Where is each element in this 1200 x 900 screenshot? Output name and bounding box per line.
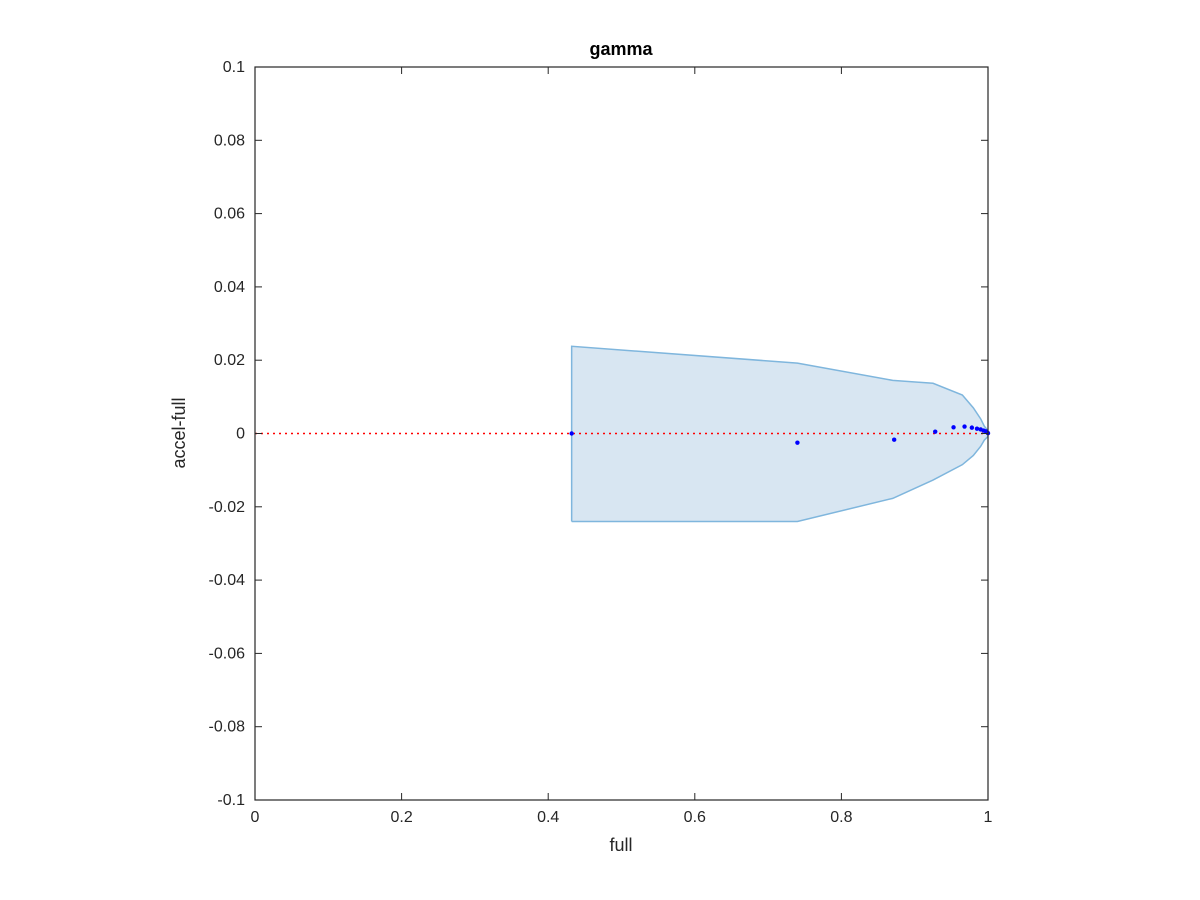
data-point	[891, 437, 897, 442]
data-point	[795, 440, 800, 445]
x-axis-ticks: 0 0.2 0.4 0.6 0.8 1	[251, 67, 993, 826]
y-tick-label: 0.02	[214, 352, 245, 369]
confidence-band-upper-edge	[570, 345, 989, 522]
x-tick-label: 0.4	[537, 809, 559, 826]
data-point	[933, 429, 938, 434]
y-tick-label: -0.1	[217, 792, 245, 809]
chart-title: gamma	[589, 39, 653, 59]
y-tick-label: -0.06	[209, 645, 246, 662]
x-tick-label: 0.6	[684, 809, 706, 826]
x-axis-label: full	[609, 835, 632, 855]
y-tick-label: 0	[236, 426, 245, 443]
y-tick-label: -0.02	[209, 499, 246, 516]
data-point	[969, 425, 975, 430]
data-points-layer	[569, 424, 991, 445]
data-point	[974, 426, 980, 431]
y-tick-label: 0.04	[214, 279, 245, 296]
x-tick-label: 0.2	[390, 809, 412, 826]
y-tick-label: 0.06	[214, 206, 245, 223]
confidence-band-fill	[571, 346, 988, 522]
x-tick-label: 0.8	[830, 809, 852, 826]
confidence-band-lower-edge	[571, 435, 989, 523]
y-tick-label: 0.08	[214, 132, 245, 149]
confidence-band-layer	[570, 345, 989, 523]
y-tick-label: 0.1	[223, 59, 245, 76]
x-tick-label: 0	[251, 809, 260, 826]
data-point	[962, 424, 967, 429]
data-point	[951, 425, 956, 430]
y-tick-label: -0.08	[209, 719, 246, 736]
data-point	[569, 431, 574, 436]
y-axis-ticks: 0.1 0.08 0.06 0.04 0.02 0 -0.02 -0.04 -0.06 -0.08…	[209, 59, 988, 809]
y-axis-label: accel-full	[169, 397, 189, 468]
x-tick-label: 1	[984, 809, 993, 826]
y-tick-label: -0.04	[209, 572, 246, 589]
